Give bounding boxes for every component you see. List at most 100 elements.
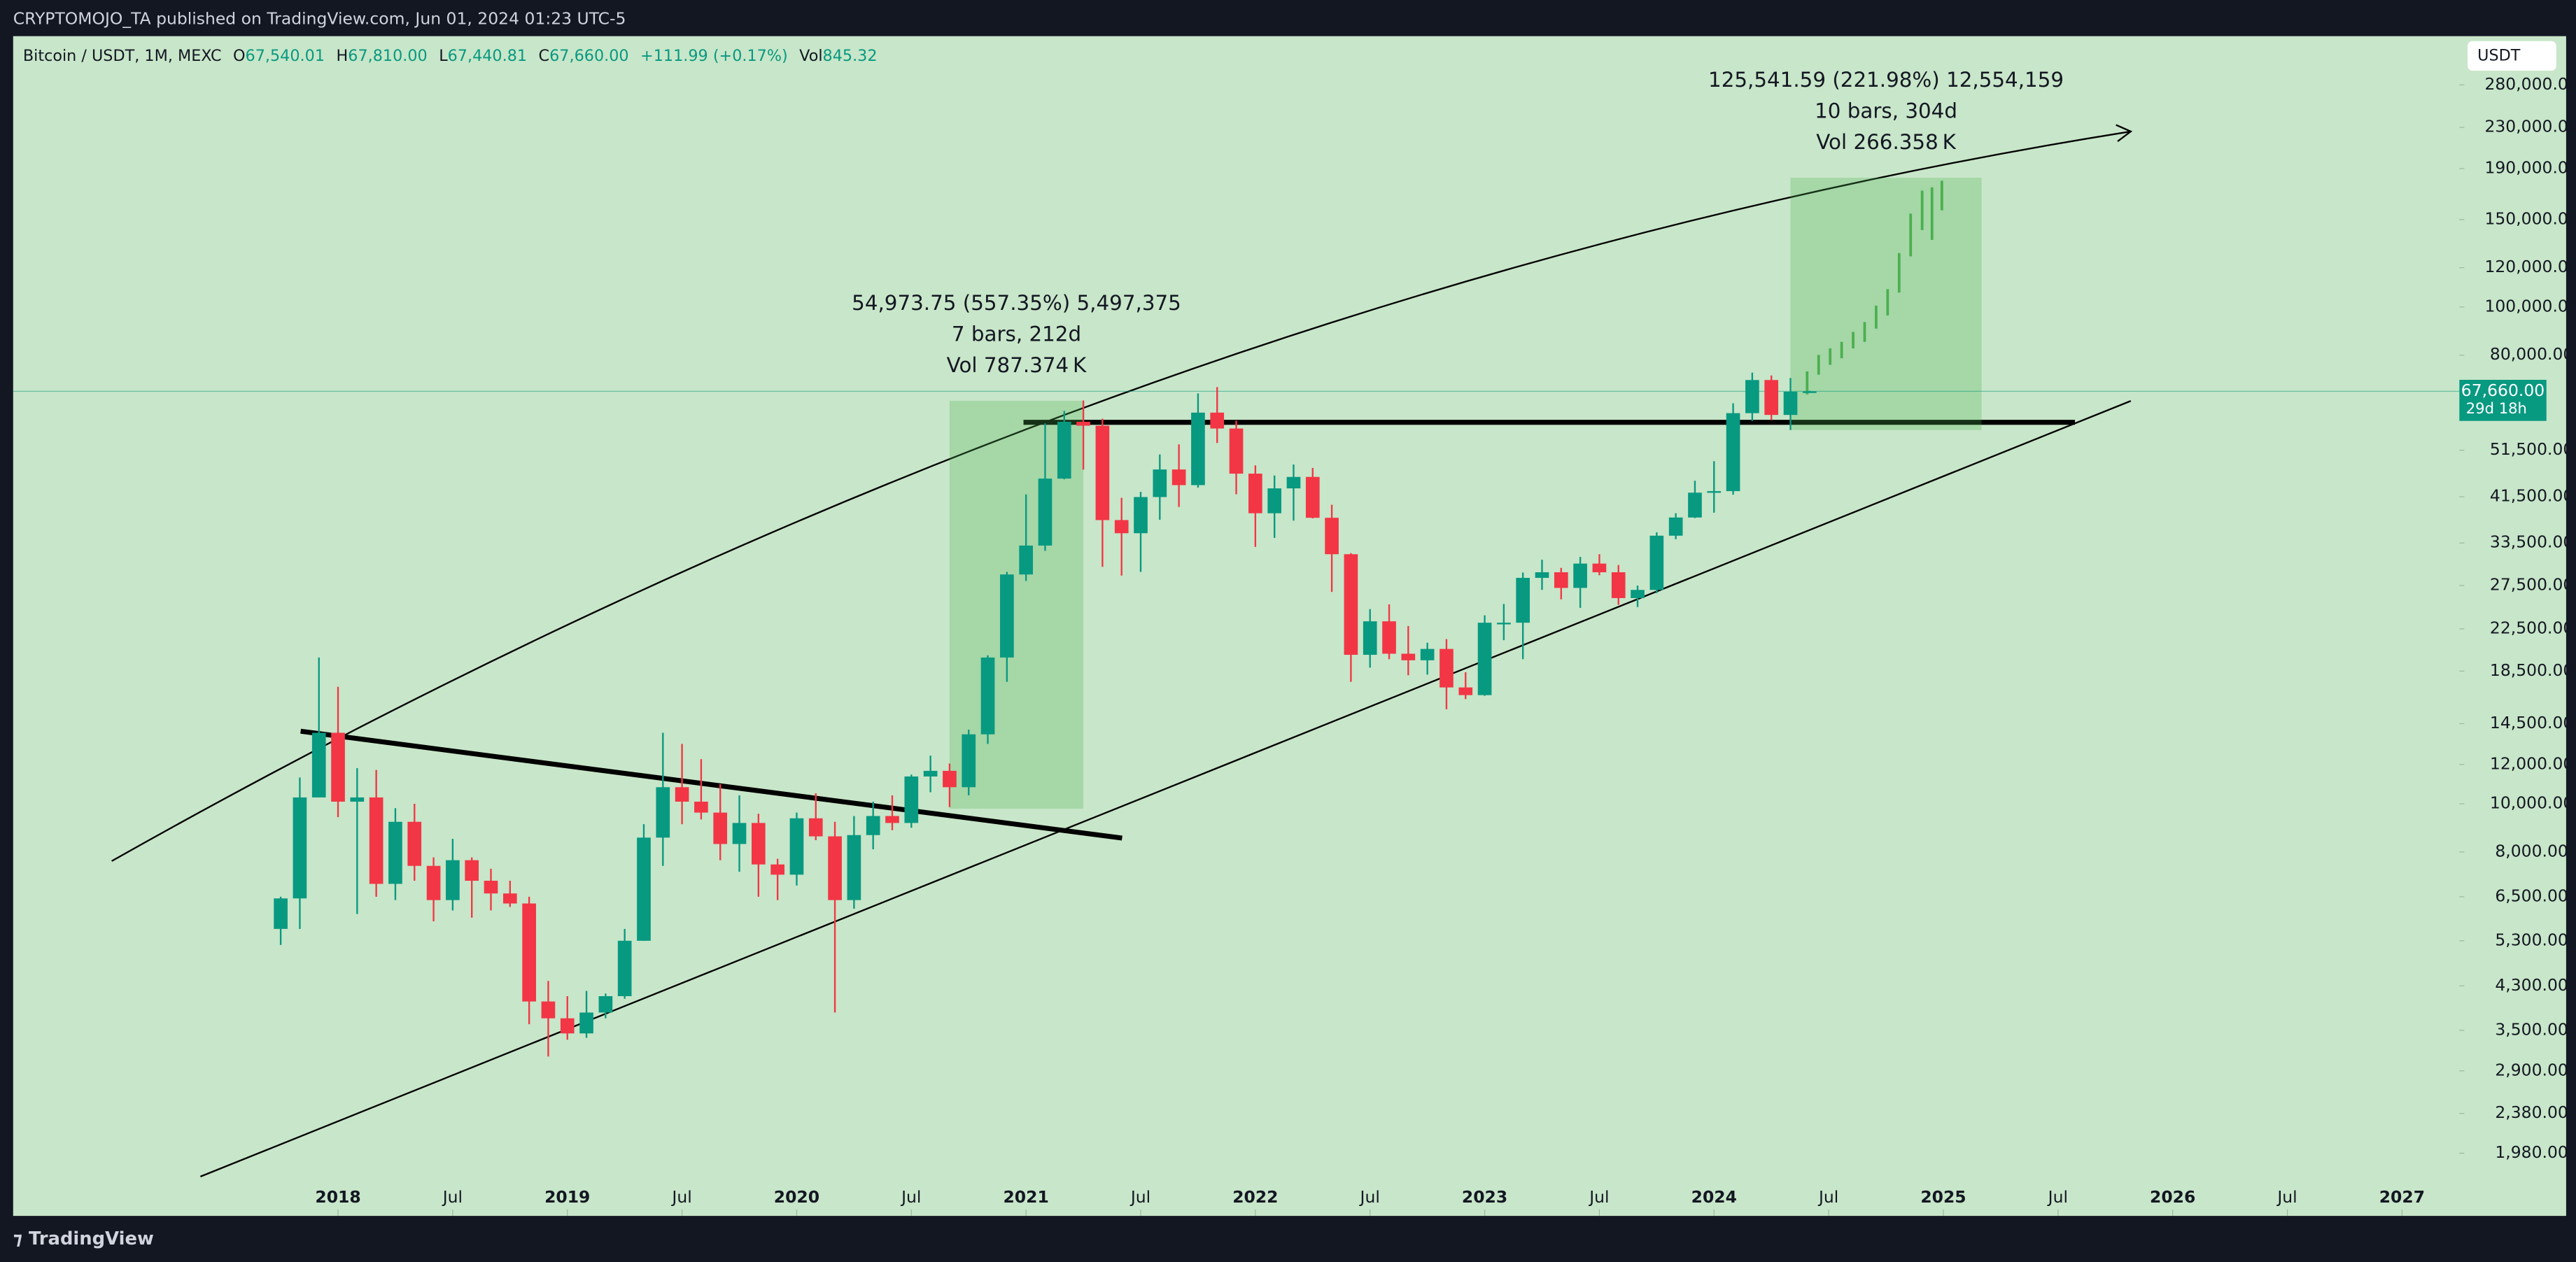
candle-body: [1153, 469, 1167, 497]
legend-value: 845.32: [823, 46, 878, 64]
brand-name: TradingView: [29, 1228, 154, 1249]
candle-body: [1000, 574, 1014, 658]
candle-body: [274, 898, 288, 929]
y-tick-label: 14,500.00: [2490, 713, 2573, 732]
arrow-head: [2116, 124, 2133, 142]
candle-body: [617, 940, 632, 996]
candle-body: [980, 657, 995, 735]
lower-trendline: [199, 400, 2132, 1177]
candle-body: [751, 823, 766, 865]
candle-body: [1229, 428, 1244, 474]
x-tick-label: Jul: [1359, 1187, 1380, 1207]
candle-body: [1477, 623, 1492, 695]
x-tick-label: 2025: [1920, 1187, 1966, 1207]
candle-body: [1401, 653, 1416, 660]
currency-label[interactable]: USDT: [2477, 46, 2521, 64]
y-tick-label: 27,500.00: [2490, 575, 2573, 595]
candle-body: [1764, 380, 1779, 416]
legend-value: 67,810.00: [348, 46, 427, 64]
candle-body: [789, 818, 804, 875]
y-tick-label: 41,500.00: [2490, 486, 2573, 506]
candle-body: [426, 865, 441, 900]
brand-mark: ⁊: [13, 1228, 29, 1249]
candle-body: [1802, 391, 1817, 393]
candle-body: [1688, 492, 1702, 518]
footer-bar: [0, 1216, 2576, 1262]
x-tick-label: 2022: [1232, 1187, 1278, 1207]
candle-body: [1210, 412, 1225, 429]
candle-body: [522, 903, 536, 1002]
candle-body: [1726, 413, 1740, 492]
candle-body: [541, 1001, 556, 1019]
candle-body: [637, 837, 651, 941]
candle-body: [1611, 572, 1626, 598]
measure-label: 7 bars, 212d: [952, 322, 1081, 346]
publisher-line: CRYPTOMOJO_TA published on TradingView.c…: [13, 9, 626, 29]
candle-body: [369, 797, 383, 884]
chart-background: [13, 36, 2566, 1217]
legend-key: H: [336, 46, 348, 64]
candle-body: [1573, 563, 1587, 588]
y-tick-label: 18,500.00: [2490, 660, 2573, 680]
y-tick-label: 280,000.00: [2484, 74, 2576, 94]
candle-body: [923, 770, 938, 777]
candle-body: [656, 787, 670, 838]
candle-body: [1248, 474, 1262, 513]
last-price-label: 67,660.00: [2461, 381, 2545, 400]
candle-body: [1134, 497, 1148, 534]
y-tick-label: 10,000.00: [2490, 793, 2573, 813]
candle-body: [1344, 554, 1358, 655]
candle-body: [1095, 425, 1110, 520]
candle-body: [1649, 535, 1664, 590]
candle-body: [1076, 421, 1090, 426]
projection-bars: [1806, 180, 1943, 395]
candle-body: [1554, 572, 1568, 588]
y-tick-label: 33,500.00: [2490, 532, 2573, 552]
x-tick-label: 2021: [1003, 1187, 1048, 1207]
candle-body: [675, 787, 689, 802]
currency-button[interactable]: [2468, 41, 2556, 71]
candle-body: [1191, 412, 1205, 485]
brand: ⁊ TradingView: [13, 1228, 154, 1249]
candle-body: [808, 818, 823, 837]
candle-body: [694, 801, 708, 813]
legend-key: L: [439, 46, 448, 64]
x-tick-label: 2027: [2379, 1187, 2425, 1207]
candle-body: [1057, 421, 1071, 479]
candle-body: [1631, 590, 1645, 598]
plot: 280,000.00 230,000.00 190,000.00 150,000.00…: [13, 68, 2576, 1217]
x-tick-label: Jul: [2047, 1187, 2068, 1207]
candle-body: [943, 770, 957, 788]
legend-value: 67,660.00: [549, 46, 628, 64]
measure-label: 10 bars, 304d: [1815, 99, 1957, 123]
y-tick-label: 2,900.00: [2495, 1060, 2568, 1079]
candle-body: [904, 776, 919, 823]
y-tick-label: 5,300.00: [2495, 930, 2568, 949]
y-tick-label: 8,000.00: [2495, 841, 2568, 860]
candle-body: [1305, 476, 1320, 518]
candle-body: [388, 821, 402, 884]
x-tick-label: 2024: [1691, 1187, 1737, 1207]
candle-body: [1497, 623, 1511, 625]
x-tick-label: Jul: [900, 1187, 921, 1207]
candle-body: [1535, 572, 1549, 579]
x-tick-label: Jul: [1817, 1187, 1838, 1207]
candle-body: [293, 797, 307, 899]
candle-body: [847, 835, 861, 900]
legend-line: Bitcoin / USDT, 1M, MEXC O67,540.01 H67,…: [23, 46, 878, 64]
upper-curve: [111, 130, 2131, 862]
y-tick-label: 190,000.00: [2484, 157, 2576, 177]
candle-body: [770, 864, 784, 875]
measure-label: 54,973.75 (557.35%) 5,497,375: [852, 291, 1181, 315]
candle-body: [1516, 578, 1530, 623]
candle-body: [465, 860, 479, 881]
legend-value: 67,440.81: [448, 46, 527, 64]
legend-change: +111.99 (+0.17%): [640, 46, 788, 64]
candle-body: [331, 732, 345, 802]
candle-body: [350, 797, 365, 802]
y-tick-label: 22,500.00: [2490, 618, 2573, 637]
candle-body: [598, 995, 613, 1013]
descending-trendline: [300, 728, 1122, 841]
candle-body: [1286, 476, 1301, 489]
symbol: Bitcoin / USDT, 1M, MEXC: [23, 46, 222, 64]
